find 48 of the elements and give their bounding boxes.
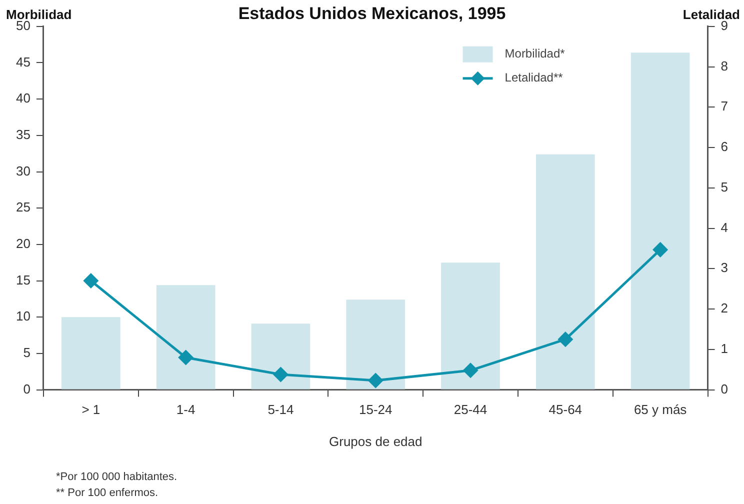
y2-tick-label: 4: [720, 220, 728, 235]
bar: [536, 154, 595, 390]
x-tick-label: 5-14: [268, 402, 294, 418]
y-tick-label: 10: [16, 308, 30, 324]
bar: [441, 262, 500, 390]
y2-tick-label: 1: [720, 341, 728, 356]
point: [653, 242, 668, 257]
x-tick-label: 65 y más: [634, 402, 688, 418]
y-tick-label: 35: [16, 127, 30, 142]
legend-label: Morbilidad*: [504, 46, 566, 61]
bar: [251, 324, 310, 390]
x-tick-label: 45-64: [548, 402, 582, 418]
y-tick-label: 30: [16, 163, 30, 178]
x-tick-label: 1-4: [176, 402, 196, 418]
y2-tick-label: 5: [720, 179, 728, 194]
y-tick-label: 15: [16, 272, 30, 288]
point: [558, 332, 573, 347]
y2-tick-label: 2: [720, 300, 728, 316]
bar: [156, 285, 216, 390]
point: [463, 363, 478, 378]
point: [178, 350, 194, 365]
y2-tick-label: 8: [720, 58, 728, 74]
point: [273, 367, 288, 382]
y2-tick-label: 3: [720, 260, 728, 276]
y2-axis-title: Letalidad: [682, 7, 740, 22]
x-tick-label: 25-44: [454, 402, 488, 418]
y-tick-label: 20: [16, 236, 30, 252]
legend-label: Letalidad**: [504, 70, 564, 85]
point: [368, 373, 383, 388]
text: ** Por 100 enfermos.: [56, 487, 158, 499]
y2-tick-label: 0: [720, 381, 728, 396]
point: [84, 274, 98, 288]
x-tick-label: 15-24: [358, 402, 392, 418]
y-tick-label: 40: [16, 90, 30, 106]
x-tick-label: > 1: [82, 402, 100, 418]
x-axis-title: Grupos de edad: [329, 434, 422, 449]
y-tick-label: 0: [23, 381, 30, 396]
text: *Por 100 000 habitantes.: [56, 471, 178, 483]
y2-tick-label: 6: [720, 139, 728, 154]
bar: [630, 52, 690, 390]
y-axis-title: Morbilidad: [6, 7, 72, 22]
y-tick-label: 5: [23, 345, 30, 360]
bar: [346, 300, 406, 390]
bar: [61, 317, 120, 390]
y-tick-label: 25: [16, 200, 30, 215]
y2-tick-label: 7: [720, 98, 728, 114]
chart-title: Estados Unidos Mexicanos, 1995: [238, 4, 506, 23]
y-tick-label: 45: [16, 54, 30, 70]
